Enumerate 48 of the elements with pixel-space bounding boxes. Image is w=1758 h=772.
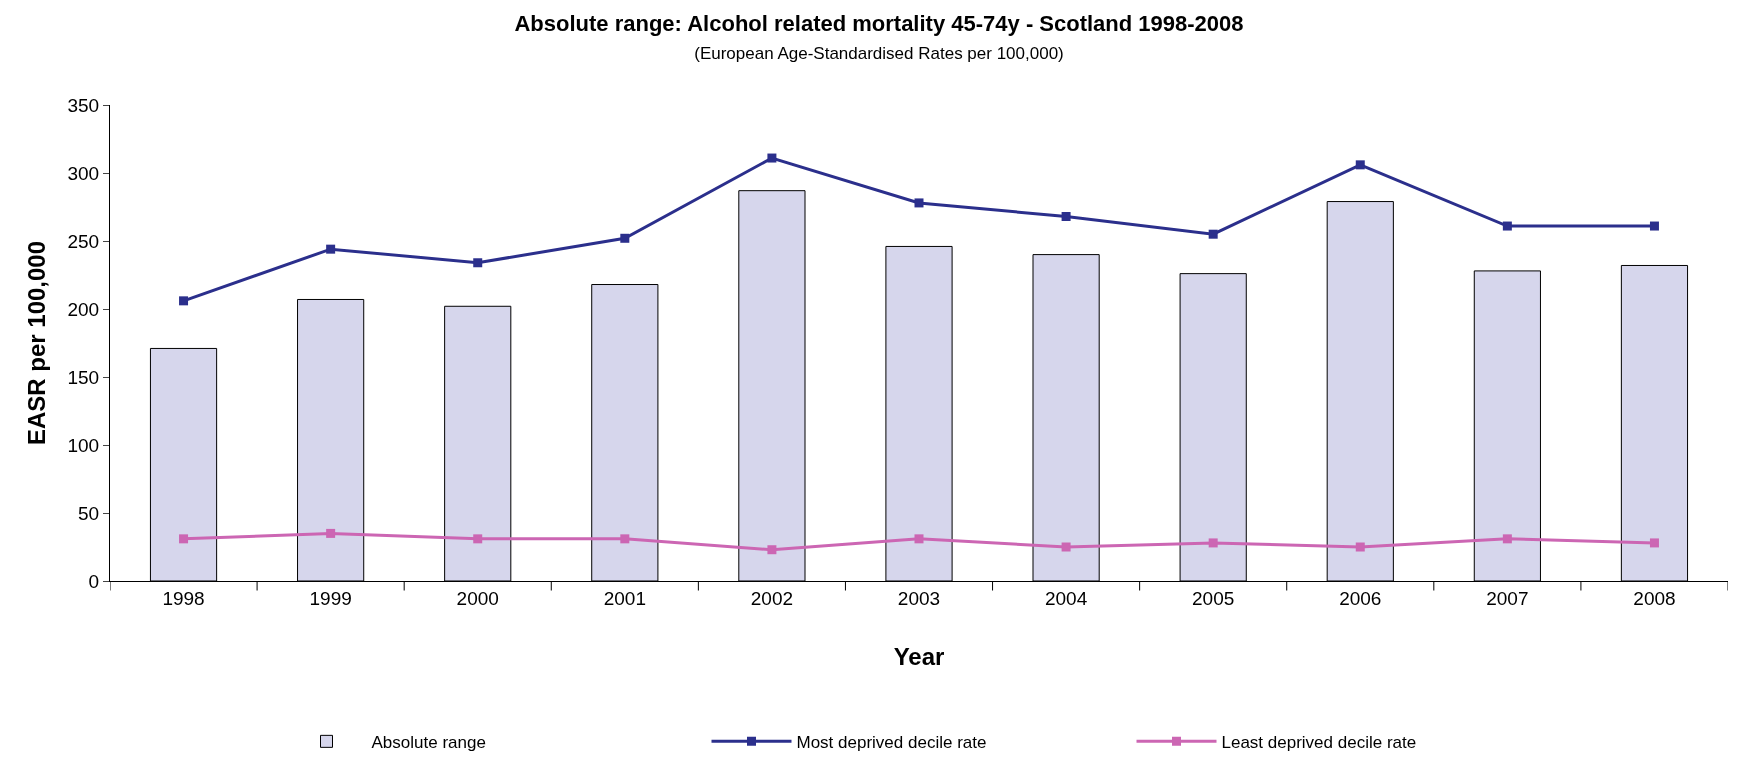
x-tick-label: 2007 <box>1486 587 1529 609</box>
x-axis-title: Year <box>893 643 945 671</box>
chart-subtitle: (European Age-Standardised Rates per 100,000) <box>694 44 1064 64</box>
x-tick-label: 2006 <box>1339 587 1382 609</box>
point <box>767 545 777 555</box>
point <box>1208 538 1218 548</box>
point <box>620 534 630 544</box>
legend-label: Least deprived decile rate <box>1221 732 1417 752</box>
y-tick-label: 200 <box>67 298 100 320</box>
point <box>1502 221 1512 231</box>
legend-label: Most deprived decile rate <box>796 732 987 752</box>
x-tick-label: 2003 <box>897 587 941 609</box>
y-tick-label: 250 <box>67 230 100 252</box>
point <box>767 153 777 163</box>
point <box>326 244 336 254</box>
point <box>1061 542 1071 552</box>
x-tick-label: 2002 <box>750 587 794 609</box>
x-tick-label: 1999 <box>309 587 352 609</box>
y-tick-label: 100 <box>67 434 100 456</box>
point <box>914 198 924 208</box>
x-tick-label: 2000 <box>456 587 499 609</box>
point <box>473 534 483 544</box>
y-tick-label: 300 <box>67 162 100 184</box>
point <box>179 296 189 306</box>
point <box>1208 229 1218 239</box>
y-tick-label: 150 <box>67 366 100 388</box>
x-tick-label: 2004 <box>1044 587 1088 609</box>
x-tick-label: 2008 <box>1633 587 1676 609</box>
point <box>1355 542 1365 552</box>
point <box>326 528 336 538</box>
point <box>620 233 630 243</box>
point <box>179 534 189 544</box>
x-tick-label: 2005 <box>1192 587 1235 609</box>
point <box>1649 221 1659 231</box>
point <box>1061 212 1071 222</box>
point <box>1355 160 1365 170</box>
point <box>914 534 924 544</box>
chart-title: Absolute range: Alcohol related mortality 45-74y - Scotland 1998-2008 <box>514 10 1244 36</box>
y-tick-label: 350 <box>67 94 100 116</box>
x-tick-label: 1998 <box>162 587 205 609</box>
legend-label: Absolute range <box>371 732 486 752</box>
point <box>473 258 483 268</box>
y-tick-label: 50 <box>78 502 100 524</box>
point <box>1649 538 1659 548</box>
y-axis-title: EASR per 100,000 <box>22 240 50 446</box>
point <box>1502 534 1512 544</box>
y-tick-label: 0 <box>88 570 100 592</box>
x-tick-label: 2001 <box>603 587 646 609</box>
